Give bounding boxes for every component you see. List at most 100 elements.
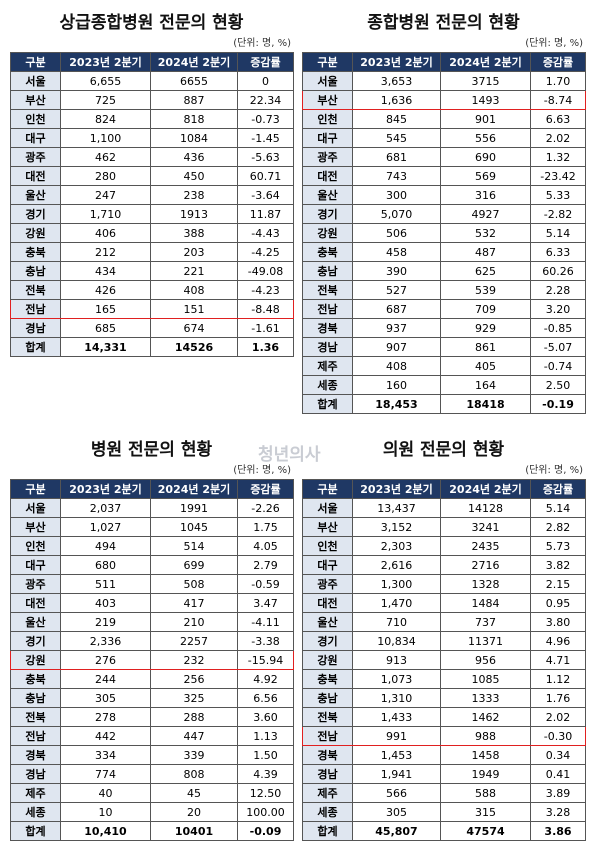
value-cell: 212 (60, 242, 151, 262)
value-cell: 447 (150, 726, 238, 746)
data-row: 서울 13,437 14128 5.14 (302, 498, 586, 518)
region-cell: 경북 (302, 318, 353, 338)
region-cell: 서울 (302, 71, 353, 91)
region-cell: 경기 (10, 204, 61, 224)
header-cell: 증감률 (237, 52, 294, 72)
value-cell: -0.59 (237, 574, 294, 594)
value-cell: 487 (440, 242, 531, 262)
value-cell: 408 (150, 280, 238, 300)
value-cell: 3.80 (530, 612, 586, 632)
value-cell: 20 (150, 802, 238, 822)
value-cell: 0.41 (530, 764, 586, 784)
value-cell: 40 (60, 783, 151, 803)
value-cell: 808 (150, 764, 238, 784)
region-cell: 대구 (302, 128, 353, 148)
data-row: 충남 434 221 -49.08 (10, 261, 294, 281)
value-cell: 556 (440, 128, 531, 148)
value-cell: 442 (60, 726, 151, 746)
header-row: 구분 2023년 2분기 2024년 2분기 증감률 (10, 52, 294, 72)
value-cell: -2.26 (237, 498, 294, 518)
data-row: 인천 2,303 2435 5.73 (302, 536, 586, 556)
header-cell: 증감률 (530, 479, 586, 499)
unit-note: (단위: 명, %) (525, 38, 583, 49)
data-row: 경남 685 674 -1.61 (10, 318, 294, 338)
value-cell: 6.63 (530, 109, 586, 129)
region-cell: 울산 (302, 612, 353, 632)
data-row: 제주 40 45 12.50 (10, 783, 294, 803)
region-cell: 부산 (10, 517, 61, 537)
value-cell: -49.08 (237, 261, 294, 281)
value-cell: -2.82 (530, 204, 586, 224)
region-cell: 서울 (10, 498, 61, 518)
region-cell: 울산 (302, 185, 353, 205)
value-cell: 11.87 (237, 204, 294, 224)
region-cell: 경북 (10, 745, 61, 765)
unit-note: (단위: 명, %) (525, 465, 583, 476)
value-cell: 1,300 (352, 574, 441, 594)
data-row: 전남 991 988 -0.30 (302, 726, 586, 746)
value-cell: 1,433 (352, 707, 441, 727)
region-cell: 전북 (302, 707, 353, 727)
value-cell: -3.38 (237, 631, 294, 651)
data-row: 광주 1,300 1328 2.15 (302, 574, 586, 594)
region-cell: 인천 (302, 536, 353, 556)
value-cell: 1045 (150, 517, 238, 537)
value-cell: 907 (352, 337, 441, 357)
value-cell: 14128 (440, 498, 531, 518)
region-cell: 세종 (302, 802, 353, 822)
value-cell: 991 (352, 726, 441, 746)
value-cell: 10,410 (60, 821, 151, 841)
data-row: 경남 907 861 -5.07 (302, 337, 586, 357)
value-cell: 405 (440, 356, 531, 376)
value-cell: 1,470 (352, 593, 441, 613)
value-cell: 2,616 (352, 555, 441, 575)
region-cell: 충남 (302, 688, 353, 708)
value-cell: 527 (352, 280, 441, 300)
value-cell: -15.94 (237, 650, 294, 670)
value-cell: -0.85 (530, 318, 586, 338)
region-cell: 서울 (302, 498, 353, 518)
value-cell: 6655 (150, 71, 238, 91)
header-cell: 2023년 2분기 (60, 479, 151, 499)
value-cell: 1.75 (237, 517, 294, 537)
value-cell: 3,653 (352, 71, 441, 91)
data-row: 세종 305 315 3.28 (302, 802, 586, 822)
value-cell: 743 (352, 166, 441, 186)
value-cell: 305 (352, 802, 441, 822)
header-row: 구분 2023년 2분기 2024년 2분기 증감률 (10, 479, 294, 499)
value-cell: 681 (352, 147, 441, 167)
value-cell: 3.82 (530, 555, 586, 575)
region-cell: 경남 (302, 337, 353, 357)
value-cell: 12.50 (237, 783, 294, 803)
data-row: 서울 2,037 1991 -2.26 (10, 498, 294, 518)
region-cell: 강원 (302, 223, 353, 243)
value-cell: 4927 (440, 204, 531, 224)
value-cell: -23.42 (530, 166, 586, 186)
value-cell: 47574 (440, 821, 531, 841)
value-cell: 6,655 (60, 71, 151, 91)
region-cell: 전북 (10, 280, 61, 300)
value-cell: 494 (60, 536, 151, 556)
value-cell: 100.00 (237, 802, 294, 822)
value-cell: 2.02 (530, 707, 586, 727)
value-cell: 508 (150, 574, 238, 594)
data-row: 전북 527 539 2.28 (302, 280, 586, 300)
data-row: 인천 494 514 4.05 (10, 536, 294, 556)
value-cell: 929 (440, 318, 531, 338)
value-cell: 680 (60, 555, 151, 575)
value-cell: 1.13 (237, 726, 294, 746)
value-cell: 1,073 (352, 669, 441, 689)
region-cell: 대구 (10, 555, 61, 575)
data-row: 충남 1,310 1333 1.76 (302, 688, 586, 708)
value-cell: 462 (60, 147, 151, 167)
value-cell: 60.71 (237, 166, 294, 186)
value-cell: -5.63 (237, 147, 294, 167)
data-row: 경북 937 929 -0.85 (302, 318, 586, 338)
value-cell: 937 (352, 318, 441, 338)
value-cell: 14526 (150, 337, 238, 357)
data-row: 충남 390 625 60.26 (302, 261, 586, 281)
region-cell: 세종 (10, 802, 61, 822)
value-cell: 5,070 (352, 204, 441, 224)
value-cell: 1462 (440, 707, 531, 727)
data-row: 경기 5,070 4927 -2.82 (302, 204, 586, 224)
